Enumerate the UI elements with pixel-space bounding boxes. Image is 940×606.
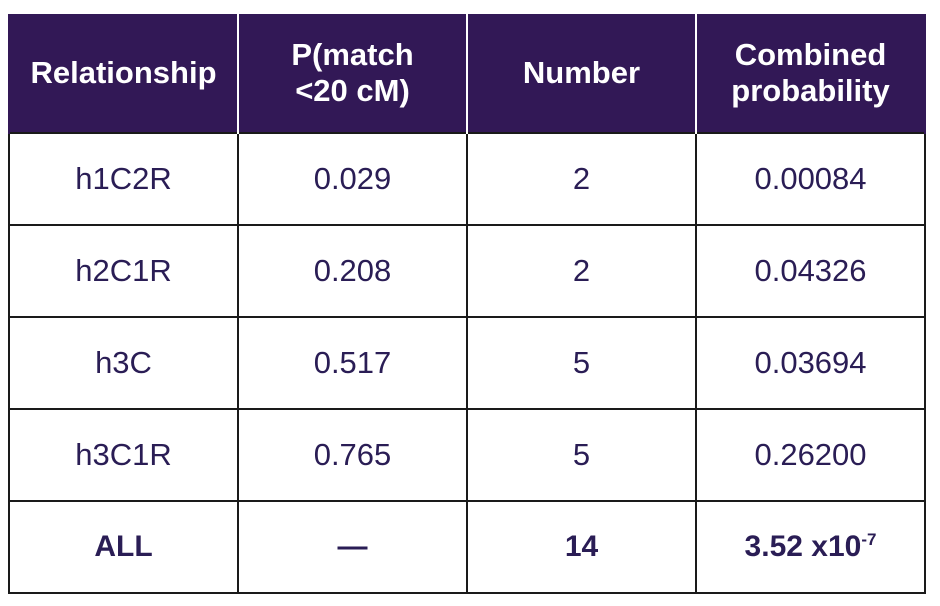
header-combined-probability: Combined probability (695, 14, 926, 133)
cell-number: 5 (466, 408, 697, 502)
cell-number: 5 (466, 316, 697, 410)
header-relationship: Relationship (8, 14, 239, 133)
header-p-match: P(match <20 cM) (237, 14, 468, 133)
cell-combined: 0.00084 (695, 132, 926, 226)
header-row: Relationship P(match <20 cM) Number Comb… (8, 14, 926, 133)
total-combined: 3.52 x10-7 (695, 500, 926, 594)
header-p-match-line1: P(match (291, 37, 414, 72)
cell-combined: 0.26200 (695, 408, 926, 502)
table-body: h1C2R 0.029 2 0.00084 h2C1R 0.208 2 0.04… (8, 132, 926, 594)
cell-p-match: 0.208 (237, 224, 468, 318)
header-relationship-label: Relationship (30, 55, 217, 90)
cell-relationship: h1C2R (8, 132, 239, 226)
cell-number: 2 (466, 132, 697, 226)
cell-relationship: h3C (8, 316, 239, 410)
table-header: Relationship P(match <20 cM) Number Comb… (8, 14, 926, 133)
cell-p-match: 0.029 (237, 132, 468, 226)
header-number-label: Number (522, 55, 641, 90)
probability-table: Relationship P(match <20 cM) Number Comb… (8, 14, 926, 594)
total-combined-exponent: -7 (861, 530, 877, 549)
cell-combined: 0.04326 (695, 224, 926, 318)
header-combined-line1: Combined (734, 37, 887, 72)
table-row: h3C 0.517 5 0.03694 (8, 316, 926, 410)
total-relationship: ALL (8, 500, 239, 594)
table-row: h3C1R 0.765 5 0.26200 (8, 408, 926, 502)
cell-relationship: h3C1R (8, 408, 239, 502)
total-row: ALL — 14 3.52 x10-7 (8, 500, 926, 594)
cell-combined: 0.03694 (695, 316, 926, 410)
table-container: Relationship P(match <20 cM) Number Comb… (8, 14, 926, 594)
header-combined-line2: probability (731, 73, 890, 108)
table-row: h1C2R 0.029 2 0.00084 (8, 132, 926, 226)
total-p-match: — (237, 500, 468, 594)
cell-number: 2 (466, 224, 697, 318)
header-number: Number (466, 14, 697, 133)
cell-p-match: 0.765 (237, 408, 468, 502)
cell-relationship: h2C1R (8, 224, 239, 318)
header-p-match-line2: <20 cM) (295, 73, 410, 108)
table-row: h2C1R 0.208 2 0.04326 (8, 224, 926, 318)
total-number: 14 (466, 500, 697, 594)
total-combined-mantissa: 3.52 x10 (744, 530, 862, 563)
cell-p-match: 0.517 (237, 316, 468, 410)
